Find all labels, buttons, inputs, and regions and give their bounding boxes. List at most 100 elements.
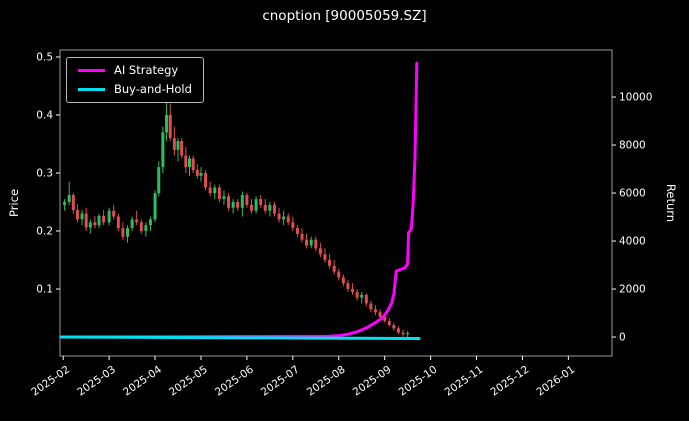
candle-body bbox=[332, 265, 336, 272]
candle-body bbox=[396, 328, 400, 333]
date-tick-label: 2025-04 bbox=[121, 363, 164, 398]
candle-body bbox=[102, 215, 106, 223]
candle-body bbox=[157, 167, 161, 194]
candle-body bbox=[341, 277, 345, 284]
date-tick-label: 2025-07 bbox=[259, 364, 302, 399]
candle-body bbox=[383, 316, 387, 321]
candle-body bbox=[351, 288, 355, 292]
candle-body bbox=[199, 172, 203, 176]
candle-body bbox=[295, 228, 299, 234]
date-tick-label: 2025-06 bbox=[213, 363, 256, 398]
plot-frame bbox=[59, 49, 613, 357]
candle-body bbox=[392, 324, 396, 329]
candle-body bbox=[63, 201, 67, 205]
ai-strategy-line bbox=[59, 61, 419, 339]
return-tick-label: 0 bbox=[619, 332, 626, 344]
candle-body bbox=[373, 309, 377, 313]
candle-body bbox=[135, 219, 139, 223]
candle-body bbox=[282, 216, 286, 220]
candle-body bbox=[378, 312, 382, 317]
price-tick-label: 0.4 bbox=[36, 109, 53, 121]
candle-body bbox=[240, 195, 244, 208]
candle-body bbox=[364, 294, 368, 304]
candle-body bbox=[387, 320, 391, 325]
candle-body bbox=[188, 158, 192, 168]
candle-body bbox=[204, 172, 208, 188]
chart-title: cnoption [90005059.SZ] bbox=[262, 8, 427, 24]
candle-body bbox=[172, 138, 176, 150]
price-tick-label: 0.1 bbox=[36, 283, 53, 295]
candle-body bbox=[184, 155, 188, 168]
candle-body bbox=[208, 187, 212, 194]
date-tick-label: 2025-03 bbox=[75, 364, 118, 399]
candle-body bbox=[277, 213, 281, 220]
candle-body bbox=[130, 219, 134, 229]
candle-body bbox=[153, 193, 157, 220]
candle-body bbox=[222, 196, 226, 200]
candle-body bbox=[268, 204, 272, 211]
date-tick-label: 2025-09 bbox=[351, 364, 394, 399]
candle-body bbox=[236, 201, 240, 208]
candle-body bbox=[112, 210, 116, 217]
date-tick-label: 2025-08 bbox=[305, 364, 348, 399]
buy-and-hold-line bbox=[59, 335, 421, 340]
candle-body bbox=[300, 233, 304, 240]
legend-label-ai-strategy: AI Strategy bbox=[114, 63, 179, 77]
legend-entry-buy-and-hold: Buy-and-Hold bbox=[78, 81, 192, 96]
candle-body bbox=[217, 187, 221, 200]
candle-body bbox=[355, 291, 359, 298]
candle-body bbox=[406, 333, 410, 335]
return-tick-label: 8000 bbox=[619, 140, 646, 152]
candle-body bbox=[272, 204, 276, 214]
candle-body bbox=[250, 204, 254, 211]
candle-body bbox=[259, 199, 263, 205]
date-tick-label: 2025-02 bbox=[29, 364, 72, 399]
candle-body bbox=[97, 215, 101, 226]
date-tick-label: 2025-11 bbox=[443, 364, 486, 399]
buy-and-hold-line-swatch bbox=[78, 87, 105, 91]
legend-entry-ai-strategy: AI Strategy bbox=[78, 63, 192, 77]
candle-body bbox=[148, 219, 152, 226]
price-tick-label: 0.2 bbox=[36, 225, 53, 237]
candle-body bbox=[369, 303, 373, 310]
date-tick-label: 2026-01 bbox=[534, 364, 577, 399]
candle-body bbox=[107, 210, 111, 223]
candle-body bbox=[231, 201, 235, 208]
candle-body bbox=[88, 222, 92, 228]
candle-body bbox=[161, 132, 165, 168]
candle-body bbox=[180, 141, 184, 156]
candle-body bbox=[121, 228, 125, 237]
candle-body bbox=[323, 254, 327, 260]
candle-body bbox=[139, 222, 143, 231]
candle-body bbox=[116, 216, 120, 229]
return-tick-label: 4000 bbox=[619, 236, 646, 248]
candle-body bbox=[360, 294, 364, 298]
candle-body bbox=[168, 114, 172, 139]
candle-body bbox=[346, 283, 350, 289]
candle-body bbox=[67, 195, 71, 202]
candle-body bbox=[254, 199, 258, 211]
candle-body bbox=[165, 114, 169, 133]
candle-body bbox=[337, 271, 341, 278]
price-tick-label: 0.3 bbox=[36, 167, 53, 179]
candle-body bbox=[75, 210, 79, 220]
candle-body bbox=[126, 228, 130, 237]
candle-body bbox=[286, 216, 290, 223]
candle-body bbox=[309, 239, 313, 246]
candle-body bbox=[93, 222, 97, 226]
candle-body bbox=[263, 204, 267, 211]
candle-body bbox=[291, 222, 295, 229]
candle-body bbox=[305, 239, 309, 246]
return-tick-label: 10000 bbox=[619, 92, 652, 104]
return-tick-label: 6000 bbox=[619, 188, 646, 200]
candle-body bbox=[195, 170, 199, 176]
candle-body bbox=[80, 213, 84, 220]
legend-label-buy-and-hold: Buy-and-Hold bbox=[114, 81, 192, 96]
date-tick-label: 2025-05 bbox=[167, 364, 210, 399]
ai-strategy-line-swatch bbox=[78, 69, 105, 73]
candle-body bbox=[144, 225, 148, 231]
candle-body bbox=[176, 141, 180, 150]
candle-body bbox=[71, 195, 75, 211]
